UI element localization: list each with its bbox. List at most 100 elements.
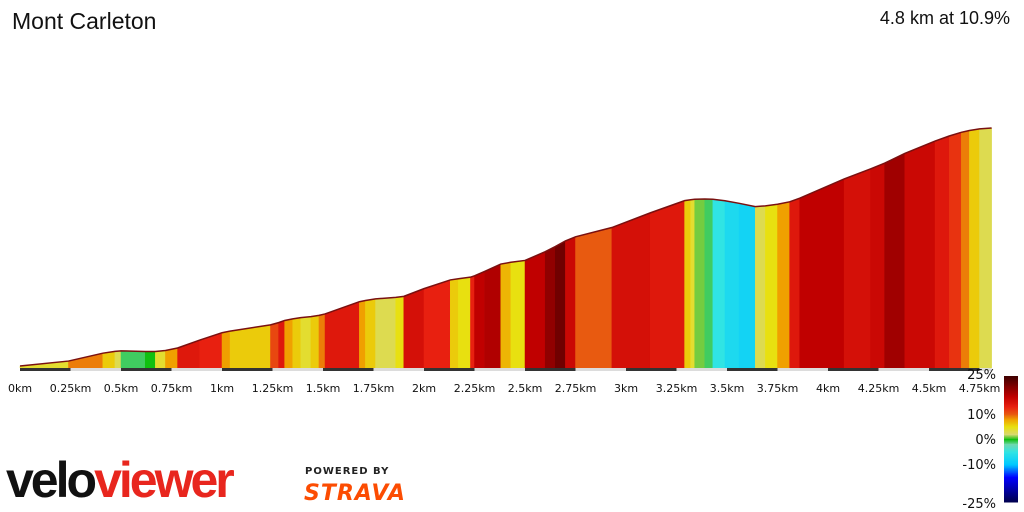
grade-segment [789,197,800,369]
legend-color-step [1004,384,1018,387]
grade-segment [144,351,156,369]
grade-segment [375,297,396,369]
legend-color-step [1004,494,1018,497]
legend-color-step [1004,473,1018,475]
legend-color-step [1004,476,1018,479]
grade-segment [934,135,950,369]
grade-segment [484,263,502,369]
legend-color-step [1004,394,1018,397]
distance-bar [424,368,475,371]
legend-color-step [1004,467,1018,470]
legend-color-step [1004,432,1018,435]
grade-segment [979,127,992,369]
legend-color-step [1004,381,1018,383]
legend-color-step [1004,493,1018,495]
legend-color-step [1004,471,1018,474]
x-tick-label: 2.75km [555,382,597,395]
grade-segment [575,227,613,369]
legend-label: -25% [962,497,996,512]
legend-color-step [1004,484,1018,487]
x-tick-label: 2.25km [454,382,496,395]
distance-bar [878,368,929,371]
grade-segment [310,315,320,369]
x-tick-label: 3km [614,382,638,395]
grade-segment [470,275,475,369]
legend-color-step [1004,407,1018,410]
grade-segment [799,178,845,369]
legend-color-step [1004,383,1018,386]
grade-segment [270,322,279,369]
grade-segment [395,296,405,369]
x-tick-label: 4.75km [959,382,1001,395]
distance-bar [575,368,626,371]
grade-segment [694,198,706,369]
grade-segment [318,313,326,369]
legend-color-step [1004,455,1018,458]
grade-segment [199,332,223,369]
legend-color-step [1004,396,1018,398]
distance-bar [323,368,374,371]
grade-segment [114,350,122,369]
x-tick-label: 0.25km [50,382,92,395]
grade-segment [948,131,962,369]
grade-segment [102,351,116,369]
legend-color-step [1004,378,1018,381]
distance-bar [373,368,424,371]
legend-color-step [1004,440,1018,443]
legend-color-step [1004,462,1018,465]
legend-color-step [1004,382,1018,385]
legend-color-step [1004,456,1018,459]
legend-color-step [1004,498,1018,500]
powered-by-label: POWERED BY [305,466,390,477]
grade-segment [155,350,166,369]
grade-segment [458,276,471,369]
x-tick-label: 3.75km [757,382,799,395]
legend-color-step [1004,386,1018,388]
legend-color-step [1004,379,1018,382]
legend-color-step [1004,442,1018,445]
legend-color-step [1004,426,1018,429]
legend-color-step [1004,416,1018,419]
distance-bar [70,368,121,371]
grade-segment [704,198,714,369]
distance-bar [474,368,525,371]
grade-segment [221,330,231,369]
legend-color-step [1004,393,1018,396]
grade-segment [904,140,936,369]
grade-segment [359,300,366,369]
legend-color-step [1004,460,1018,463]
legend-color-step [1004,469,1018,471]
grade-segment [765,203,778,369]
x-tick-label: 0.75km [151,382,193,395]
grade-segment [524,251,546,369]
x-tick-label: 1.75km [353,382,395,395]
legend-color-step [1004,420,1018,422]
x-tick-label: 1km [210,382,234,395]
legend-color-step [1004,483,1018,485]
legend-color-step [1004,415,1018,417]
grade-segment [969,128,980,369]
legend-color-step [1004,444,1018,446]
grade-segment [870,162,885,369]
legend-color-step [1004,430,1018,432]
distance-bar [20,368,71,371]
legend-color-step [1004,470,1018,473]
grade-segment [365,298,376,369]
legend-color-step [1004,425,1018,427]
legend-color-step [1004,449,1018,451]
legend-color-step [1004,388,1018,391]
legend-label: 10% [967,408,996,423]
legend-color-step [1004,433,1018,436]
legend-color-step [1004,457,1018,460]
x-tick-label: 3.25km [656,382,698,395]
legend-color-step [1004,478,1018,480]
legend-color-step [1004,418,1018,421]
grade-segment [843,168,871,369]
distance-bar [929,368,980,371]
legend-color-step [1004,490,1018,493]
legend-color-step [1004,428,1018,431]
legend-color-step [1004,447,1018,450]
legend-color-step [1004,422,1018,425]
legend-color-step [1004,376,1018,378]
grade-segment [565,236,576,369]
